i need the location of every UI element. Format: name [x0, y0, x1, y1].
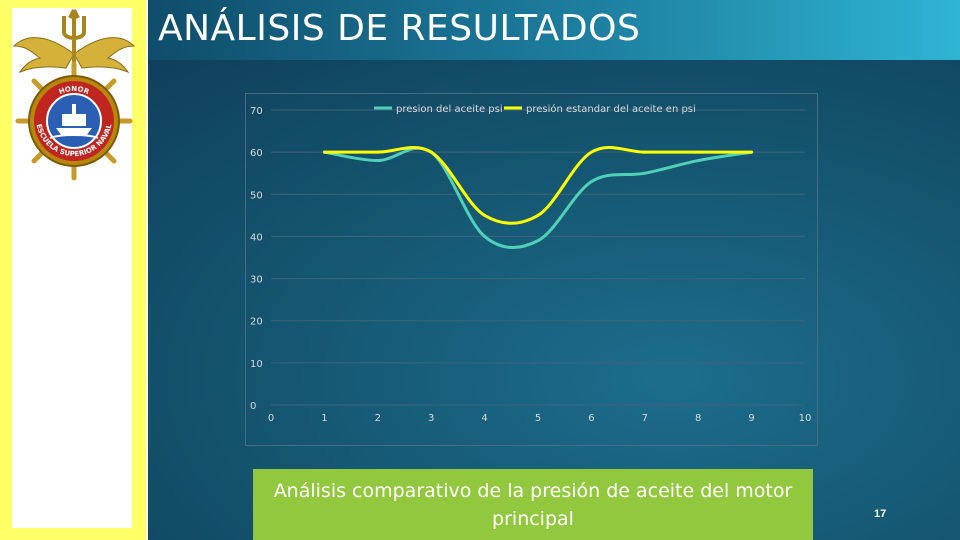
series-point-2	[643, 150, 647, 154]
frame-bottom-bar	[0, 528, 146, 540]
frame-top-bar	[0, 0, 146, 8]
chart-container: 0 10 20 30 40 50 60 70 0 1 2 3 4 5 6 7 8 9 10 presion del a…	[245, 93, 818, 446]
frame-right-bar	[132, 0, 146, 540]
series-point-1	[483, 234, 487, 238]
line-chart: 0 10 20 30 40 50 60 70 0 1 2 3 4 5 6 7 8 9 10 presion del a…	[250, 103, 812, 424]
x-tick-label: 2	[375, 413, 381, 424]
x-tick-label: 7	[642, 413, 648, 424]
x-tick-label: 6	[588, 413, 594, 424]
naval-school-emblem: HONOR ESCUELA SUPERIOR NAVAL	[12, 9, 136, 181]
slide-title: ANÁLISIS DE RESULTADOS	[158, 8, 641, 49]
x-tick-label: 10	[799, 413, 812, 424]
series-point-2	[376, 150, 380, 154]
y-tick-label: 20	[250, 317, 263, 328]
emblem-ship	[56, 128, 92, 136]
series-point-2	[750, 150, 754, 154]
series-point-1	[536, 239, 540, 243]
x-tick-label: 3	[428, 413, 434, 424]
series-point-2	[429, 150, 433, 154]
emblem-top-text: HONOR	[58, 85, 91, 96]
x-tick-label: 8	[695, 413, 701, 424]
series-line-1	[324, 146, 752, 249]
x-tick-label: 9	[748, 413, 754, 424]
emblem-wing-left	[12, 37, 75, 74]
x-tick-label: 1	[321, 413, 327, 424]
emblem-trident	[62, 9, 86, 72]
y-tick-label: 0	[250, 401, 256, 412]
x-tick-label: 4	[481, 413, 487, 424]
caption-text: Análisis comparativo de la presión de ac…	[273, 479, 793, 530]
series-point-2	[483, 213, 487, 217]
frame-left-bar	[0, 0, 12, 540]
caption-box: Análisis comparativo de la presión de ac…	[253, 469, 813, 540]
x-tick-label: 0	[268, 413, 274, 424]
series-point-1	[643, 171, 647, 175]
series-point-2	[322, 150, 326, 154]
y-tick-label: 50	[250, 190, 263, 201]
header-bar	[148, 0, 960, 60]
emblem-wing-right	[73, 37, 136, 74]
page-number: 17	[874, 508, 887, 520]
y-tick-label: 40	[250, 232, 263, 243]
y-tick-label: 10	[250, 359, 263, 370]
y-tick-label: 70	[250, 106, 263, 117]
series-point-2	[536, 213, 540, 217]
y-tick-label: 30	[250, 275, 263, 286]
series-point-2	[696, 150, 700, 154]
series-point-1	[376, 159, 380, 163]
series-point-1	[589, 180, 593, 184]
legend-label-1: presion del aceite psi	[396, 104, 503, 115]
legend-label-2: presión estandar del aceite en psi	[526, 103, 696, 115]
y-tick-label: 60	[250, 148, 263, 159]
series-point-1	[696, 159, 700, 163]
x-tick-label: 5	[535, 413, 541, 424]
series-point-2	[589, 150, 593, 154]
